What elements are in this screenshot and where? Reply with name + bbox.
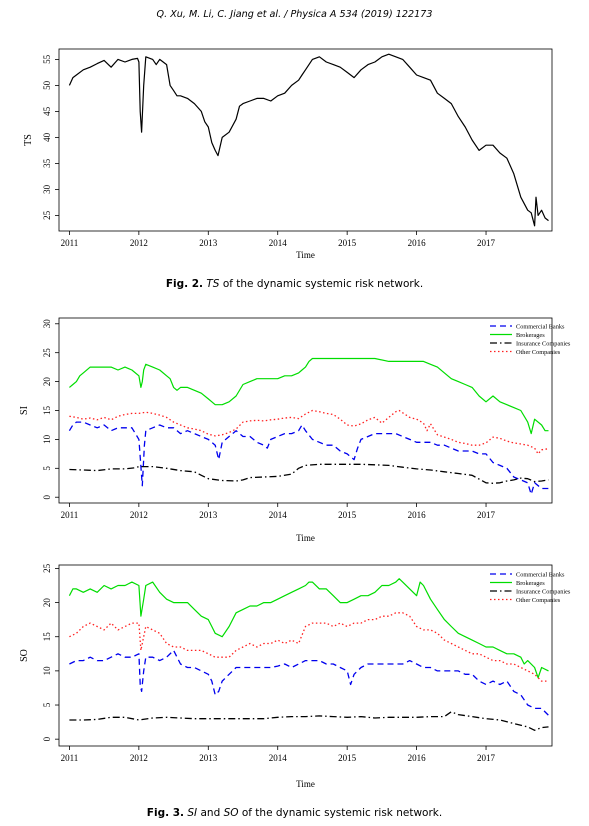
x-tick-label: 2017 xyxy=(477,753,496,763)
y-tick-label: 20 xyxy=(42,377,52,387)
fig2-caption-symbol: TS xyxy=(206,278,220,290)
legend-entry: Brokerages xyxy=(516,332,545,339)
x-tick-label: 2015 xyxy=(338,753,357,763)
plot-frame xyxy=(58,564,553,747)
x-tick-label: 2013 xyxy=(199,753,218,763)
x-axis-label: Time xyxy=(296,250,315,260)
plot-frame xyxy=(58,317,553,504)
chart-1: 2011 2012 2013 2014 2015 2016 2017 0 5 10 15 20 25 30… xyxy=(19,317,571,543)
y-tick-label: 30 xyxy=(42,319,52,329)
y-tick-label: 0 xyxy=(42,494,52,499)
x-tick-label: 2016 xyxy=(408,238,427,248)
x-tick-label: 2017 xyxy=(477,510,496,520)
y-tick-label: 50 xyxy=(42,80,52,90)
x-tick-label: 2014 xyxy=(269,753,288,763)
x-tick-label: 2014 xyxy=(269,510,288,520)
series-line-series xyxy=(68,53,549,227)
legend-entry: Brokerages xyxy=(516,580,545,587)
fig2-caption: Fig. 2. TS of the dynamic systemic risk … xyxy=(0,278,589,290)
y-tick-label: 55 xyxy=(42,54,52,64)
x-tick-label: 2012 xyxy=(130,510,148,520)
chart-0: 2011 2012 2013 2014 2015 2016 2017 25 30 35 40 45 50… xyxy=(23,48,553,260)
x-tick-label: 2013 xyxy=(199,238,218,248)
legend-entry: Other Companies xyxy=(516,597,561,604)
y-tick-label: 10 xyxy=(42,666,52,676)
plot-frame xyxy=(58,48,553,232)
y-tick-label: 25 xyxy=(42,348,52,358)
series-line-other-companies xyxy=(69,409,549,455)
y-tick-label: 40 xyxy=(42,132,52,142)
y-tick-label: 5 xyxy=(42,466,52,471)
y-tick-label: 15 xyxy=(42,406,52,416)
y-tick-label: 30 xyxy=(42,184,52,194)
y-tick-label: 45 xyxy=(42,106,52,116)
x-tick-label: 2015 xyxy=(338,510,357,520)
series-line-brokerages xyxy=(69,357,549,435)
fig2-caption-label: Fig. 2. xyxy=(165,278,204,290)
series-line-commercial-banks xyxy=(69,649,549,716)
legend-entry: Commercial Banks xyxy=(516,323,565,330)
chart-2: 2011 2012 2013 2014 2015 2016 2017 0 5 10 15 20 25 Ti… xyxy=(19,563,571,789)
legend-entry: Other Companies xyxy=(516,349,561,356)
x-tick-label: 2012 xyxy=(130,238,148,248)
x-tick-label: 2011 xyxy=(61,753,79,763)
x-tick-label: 2013 xyxy=(199,510,218,520)
fig2-caption-text: of the dynamic systemic risk network. xyxy=(219,278,424,290)
legend-entry: Insurance Companies xyxy=(516,588,571,595)
x-tick-label: 2012 xyxy=(130,753,148,763)
legend-entry: Insurance Companies xyxy=(516,340,571,347)
x-tick-label: 2016 xyxy=(408,510,427,520)
y-tick-label: 25 xyxy=(42,210,52,220)
legend-entry: Commercial Banks xyxy=(516,571,565,578)
y-tick-label: 10 xyxy=(42,434,52,444)
y-axis-label: SI xyxy=(19,406,30,415)
series-line-brokerages xyxy=(68,578,549,679)
series-line-insurance-companies xyxy=(69,711,549,731)
fig3-caption: Fig. 3. SI and SO of the dynamic systemi… xyxy=(0,807,589,819)
y-tick-label: 35 xyxy=(42,158,52,168)
running-header: Q. Xu, M. Li, C. Jiang et al. / Physica … xyxy=(156,9,433,20)
x-tick-label: 2016 xyxy=(408,753,427,763)
x-tick-label: 2011 xyxy=(61,510,79,520)
y-tick-label: 25 xyxy=(42,563,52,573)
y-tick-label: 5 xyxy=(42,702,52,707)
fig3-caption-mid: and xyxy=(197,807,224,819)
x-tick-label: 2011 xyxy=(61,238,79,248)
fig3-caption-label: Fig. 3. xyxy=(146,807,185,819)
series-line-insurance-companies xyxy=(69,463,549,484)
y-tick-label: 20 xyxy=(42,598,52,608)
series-line-other-companies xyxy=(69,612,549,682)
y-axis-label: SO xyxy=(19,649,30,662)
fig3-caption-symbol-so: SO xyxy=(223,807,239,819)
fig3-caption-symbol-si: SI xyxy=(187,807,198,819)
x-tick-label: 2015 xyxy=(338,238,357,248)
y-tick-label: 0 xyxy=(42,736,52,741)
fig3-caption-text: of the dynamic systemic risk network. xyxy=(238,807,443,819)
y-axis-label: TS xyxy=(23,134,34,146)
x-tick-label: 2017 xyxy=(477,238,496,248)
x-tick-label: 2014 xyxy=(269,238,288,248)
x-axis-label: Time xyxy=(296,533,315,543)
series-line-commercial-banks xyxy=(68,421,549,495)
y-tick-label: 15 xyxy=(42,632,52,642)
x-axis-label: Time xyxy=(296,779,315,789)
